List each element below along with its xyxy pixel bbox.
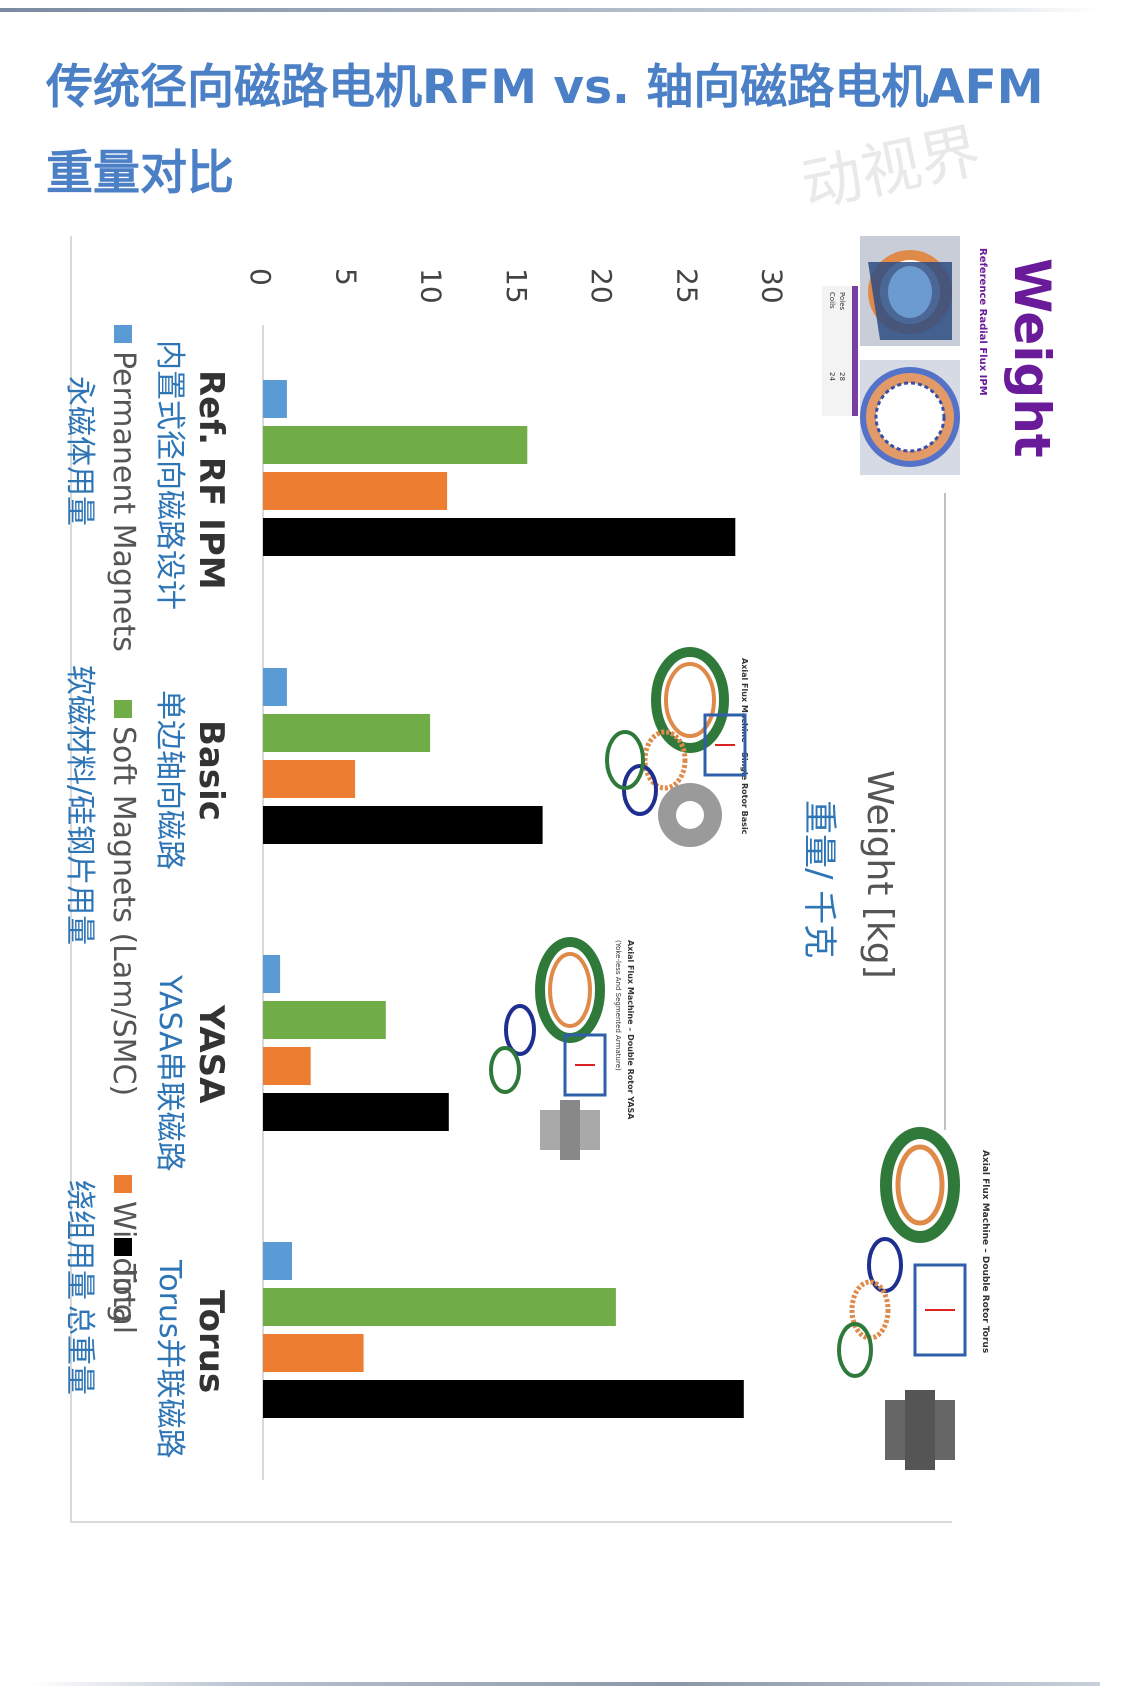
category-annotation: 内置式径向磁路设计: [152, 340, 187, 610]
bar-permanent-magnets-basic: [263, 668, 287, 706]
poles-coils-table: Poles 28 Coils 24: [822, 286, 858, 416]
poles-label: Poles: [838, 292, 846, 311]
radial-motor-cutaway-image: [860, 236, 960, 346]
bar-permanent-magnets-torus: [263, 1242, 292, 1280]
category-label: Basic: [191, 720, 231, 821]
inset-yasa-machine: Axial Flux Machine – Double Rotor YASA (…: [489, 937, 635, 1160]
y-axis-ticks: 0 5 10 15 20 25 30: [244, 268, 789, 1480]
y-tick-label: 25: [670, 268, 703, 304]
legend-swatch: [114, 700, 132, 718]
bar-soft-magnets-lam-smc--ref-rf-ipm: [263, 426, 528, 464]
category-label: YASA: [191, 1004, 231, 1104]
category-label: Ref. RF IPM: [191, 370, 231, 590]
y-tick-label: 20: [585, 268, 618, 304]
bar-permanent-magnets-ref-rf-ipm: [263, 380, 287, 418]
bar-winding-ref-rf-ipm: [263, 472, 448, 510]
category-annotation: YASA串联磁路: [152, 974, 187, 1172]
bottom-rule: [30, 1682, 1100, 1686]
coils-value: 24: [828, 372, 836, 381]
bars: [263, 380, 744, 1418]
category-annotation: 单边轴向磁路: [152, 690, 187, 870]
page-title-line-2: 重量对比: [46, 146, 234, 201]
y-tick-label: 15: [500, 268, 533, 304]
inset-yasa-sublabel: (Yoke-less And Segmented Armature): [614, 940, 622, 1071]
figure-frame: [70, 236, 952, 1523]
legend-annotation: 总重量: [62, 1305, 97, 1395]
heading-block: Weight Reference Radial Flux IPM Poles 2…: [822, 236, 1061, 1130]
bar-winding-yasa: [263, 1047, 311, 1085]
legend-annotation: 永磁体用量: [62, 376, 97, 526]
category-annotation: Torus并联磁路: [152, 1259, 187, 1459]
bar-total-basic: [263, 806, 543, 844]
inset-torus-label: Axial Flux Machine – Double Rotor Torus: [980, 1150, 990, 1353]
bar-permanent-magnets-yasa: [263, 955, 281, 993]
y-axis-label: Weight [kg]: [859, 770, 900, 979]
legend-label: Soft Magnets (Lam/SMC): [106, 726, 141, 1096]
bar-winding-basic: [263, 760, 356, 798]
y-tick-label: 0: [244, 268, 277, 286]
legend-label: Total: [106, 1263, 141, 1334]
y-tick-label: 30: [756, 268, 789, 304]
legend-annotation: 软磁材料/硅钢片用量: [62, 665, 97, 945]
bar-soft-magnets-lam-smc--torus: [263, 1288, 616, 1326]
legend-swatch: [114, 1175, 132, 1193]
bar-total-ref-rf-ipm: [263, 518, 736, 556]
bar-winding-torus: [263, 1334, 364, 1372]
inset-yasa-label: Axial Flux Machine – Double Rotor YASA: [626, 940, 635, 1120]
legend-label: Permanent Magnets: [106, 351, 141, 652]
legend-annotation: 绕组用量: [62, 1180, 97, 1300]
page-title-line-1: 传统径向磁路电机RFM vs. 轴向磁路电机AFM: [46, 60, 1044, 115]
inset-torus-machine: Axial Flux Machine – Double Rotor Torus: [837, 1127, 990, 1470]
weight-heading-subtitle: Reference Radial Flux IPM: [977, 248, 988, 396]
coils-label: Coils: [828, 292, 836, 309]
legend-swatch: [114, 1238, 132, 1256]
legend: Permanent Magnets 永磁体用量 Soft Magnets (Lam/…: [62, 325, 141, 1395]
y-tick-label: 5: [329, 268, 362, 286]
category-label: Torus: [191, 1290, 231, 1393]
legend-label: Winding: [106, 1201, 141, 1323]
inset-basic-machine: Axial Flux Machine – Single Rotor Basic: [605, 647, 749, 847]
weight-heading: Weight: [1003, 258, 1061, 458]
bar-soft-magnets-lam-smc--yasa: [263, 1001, 386, 1039]
bar-soft-magnets-lam-smc--basic: [263, 714, 431, 752]
top-rule: [0, 8, 1100, 12]
poles-value: 28: [838, 372, 846, 381]
radial-motor-section-image: [860, 360, 960, 475]
bar-total-yasa: [263, 1093, 449, 1131]
y-tick-label: 10: [415, 268, 448, 304]
y-axis-label-annotation: 重量/ 千克: [799, 800, 839, 958]
bar-total-torus: [263, 1380, 744, 1418]
legend-swatch: [114, 325, 132, 343]
